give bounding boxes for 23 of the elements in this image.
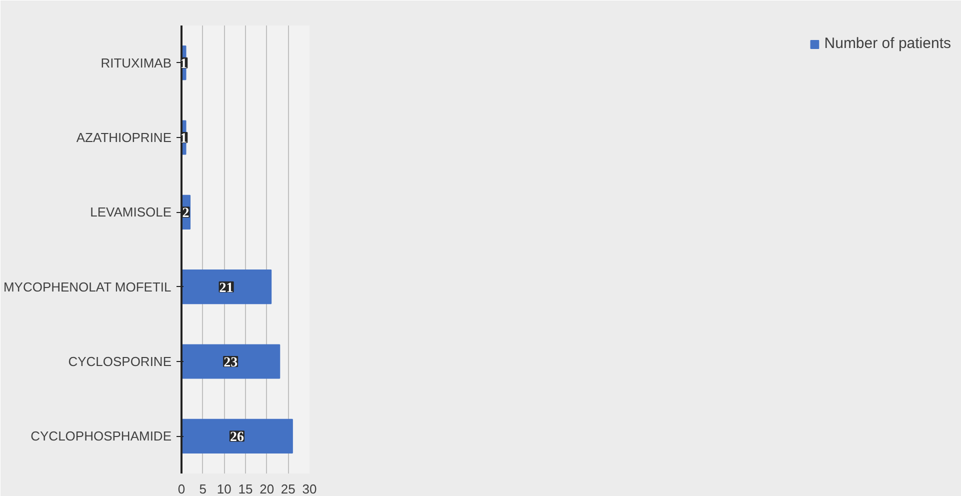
legend-label: Number of patients <box>824 35 951 52</box>
bar <box>182 418 293 454</box>
data-label: 1 <box>180 132 188 146</box>
y-tick-label: LEVAMISOLE <box>90 204 172 220</box>
y-tick-label: AZATHIOPRINE <box>76 130 172 145</box>
x-tick-label: 25 <box>280 482 296 496</box>
data-label: 23 <box>224 356 238 370</box>
y-tick-label: MYCOPHENOLAT MOFETIL <box>3 279 172 294</box>
bar <box>182 344 280 379</box>
data-label: 26 <box>230 430 244 446</box>
x-tick-label: 0 <box>178 482 186 496</box>
x-tick-label: 10 <box>216 482 232 496</box>
data-label: 2 <box>182 206 190 222</box>
bar <box>182 270 272 304</box>
x-tick-label: 15 <box>238 482 253 496</box>
x-tick-label: 5 <box>199 482 206 496</box>
data-label: 1 <box>180 56 188 72</box>
y-tick-label: CYCLOSPORINE <box>68 354 172 369</box>
data-label: 21 <box>219 280 234 296</box>
x-tick-label: 20 <box>260 482 274 496</box>
y-tick-label: RITUXIMAB <box>100 55 172 70</box>
y-tick-label: CYCLOPHOSPHAMIDE <box>30 428 172 444</box>
x-tick-label: 30 <box>302 482 317 496</box>
